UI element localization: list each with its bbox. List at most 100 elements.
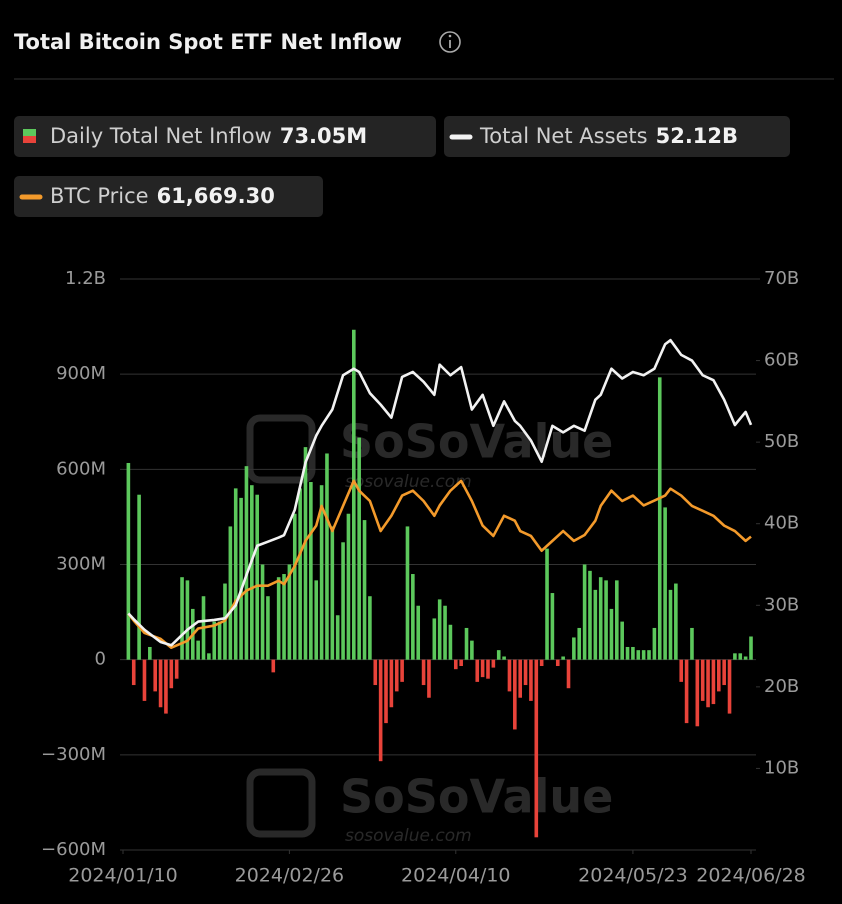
bar bbox=[593, 589, 598, 660]
bar bbox=[250, 485, 254, 660]
bar bbox=[153, 659, 158, 692]
bar bbox=[480, 659, 485, 678]
bar bbox=[572, 637, 576, 660]
watermark-brand: SoSoValue bbox=[340, 415, 613, 469]
line bbox=[127, 338, 753, 647]
bar bbox=[405, 526, 410, 660]
bar bbox=[233, 488, 238, 660]
bar bbox=[733, 653, 737, 660]
bar bbox=[158, 659, 163, 708]
x-tick-label: 2024/06/28 bbox=[696, 865, 806, 887]
bar bbox=[545, 548, 549, 660]
legend-item: BTC Price 61,669.30 bbox=[14, 176, 323, 217]
bar bbox=[131, 659, 136, 686]
bar bbox=[389, 659, 394, 708]
y2-tick-label: 20B bbox=[764, 676, 799, 697]
bar bbox=[244, 466, 249, 660]
bar bbox=[421, 659, 426, 686]
bar bbox=[169, 659, 174, 689]
bar bbox=[287, 564, 292, 660]
bar bbox=[314, 580, 319, 660]
y-tick-label: 1.2B bbox=[65, 268, 106, 289]
bar bbox=[148, 646, 152, 660]
bar bbox=[470, 640, 474, 660]
bar bbox=[185, 580, 190, 660]
y2-tick-label: 30B bbox=[764, 594, 799, 615]
bar bbox=[212, 621, 217, 660]
bar bbox=[722, 659, 726, 686]
bar bbox=[309, 482, 313, 660]
bar bbox=[625, 646, 630, 660]
y-tick-label: −300M bbox=[41, 744, 106, 765]
bar bbox=[255, 494, 259, 660]
bar bbox=[384, 659, 388, 724]
info-icon[interactable] bbox=[439, 31, 461, 53]
legend-label: Daily Total Net Inflow 73.05M bbox=[50, 124, 367, 148]
y-tick-label: 300M bbox=[56, 554, 106, 575]
y2-tick-label: 10B bbox=[764, 757, 799, 778]
bar bbox=[260, 564, 265, 660]
bar bbox=[228, 526, 233, 660]
bar bbox=[502, 656, 506, 660]
bar bbox=[555, 659, 560, 667]
bar bbox=[137, 494, 141, 660]
legend-swatch bbox=[23, 136, 36, 143]
watermark-brand: SoSoValue bbox=[340, 770, 613, 824]
bar bbox=[335, 615, 340, 660]
line bbox=[127, 479, 752, 649]
bar bbox=[217, 621, 222, 660]
bar bbox=[303, 447, 308, 660]
bar bbox=[357, 437, 361, 660]
y-tick-label: −600M bbox=[41, 839, 106, 860]
bar bbox=[276, 577, 281, 660]
x-tick-label: 2024/01/10 bbox=[68, 865, 178, 887]
bar bbox=[749, 636, 753, 660]
legend-pill bbox=[14, 176, 323, 217]
bar bbox=[239, 497, 243, 660]
bar bbox=[716, 659, 721, 692]
bar bbox=[706, 659, 710, 708]
bar bbox=[298, 488, 302, 660]
bar bbox=[641, 650, 646, 660]
watermark-url: sosovalue.com bbox=[345, 826, 472, 846]
bar bbox=[652, 627, 657, 660]
bar bbox=[346, 513, 351, 660]
bar bbox=[496, 650, 501, 660]
bar bbox=[319, 485, 324, 660]
bar bbox=[174, 659, 179, 679]
legend-label: BTC Price 61,669.30 bbox=[50, 184, 275, 208]
legend-value: 61,669.30 bbox=[157, 184, 275, 208]
bar bbox=[518, 659, 522, 698]
legend-name: Total Net Assets bbox=[479, 124, 648, 148]
y2-tick-label: 40B bbox=[764, 513, 799, 534]
x-tick-label: 2024/04/10 bbox=[401, 865, 511, 887]
bar bbox=[609, 608, 614, 660]
bar bbox=[459, 659, 463, 667]
bar bbox=[373, 659, 378, 686]
y-tick-label: 600M bbox=[56, 458, 106, 479]
bar bbox=[292, 513, 297, 660]
bar bbox=[674, 583, 678, 660]
legend-pill bbox=[444, 116, 790, 157]
bar bbox=[448, 624, 453, 660]
bar bbox=[727, 659, 732, 714]
bar bbox=[180, 577, 184, 660]
legend-item: Daily Total Net Inflow 73.05M bbox=[14, 116, 436, 157]
legend-swatch bbox=[23, 129, 36, 136]
x-tick-label: 2024/02/26 bbox=[235, 865, 345, 887]
bar bbox=[711, 659, 716, 705]
bar bbox=[743, 656, 748, 660]
y2-tick-label: 70B bbox=[764, 268, 799, 289]
bar bbox=[534, 659, 539, 838]
legend-value: 73.05M bbox=[280, 124, 367, 148]
bar bbox=[690, 627, 694, 660]
bar bbox=[400, 659, 404, 682]
bar bbox=[577, 627, 582, 660]
bar bbox=[207, 653, 211, 660]
legend-value: 52.12B bbox=[656, 124, 738, 148]
bar bbox=[282, 574, 286, 660]
bar bbox=[437, 599, 442, 660]
bar bbox=[523, 659, 528, 686]
bar bbox=[341, 542, 345, 660]
